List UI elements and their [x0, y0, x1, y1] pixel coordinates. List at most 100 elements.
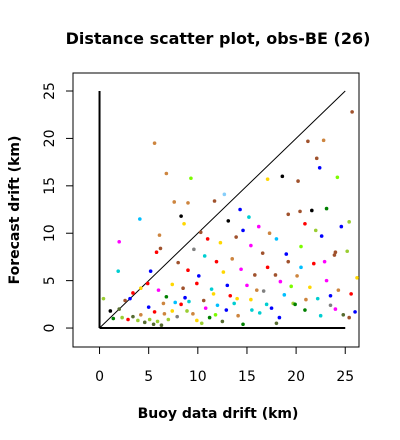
- data-point: [198, 230, 203, 235]
- data-point: [189, 176, 193, 181]
- data-point: [199, 321, 204, 326]
- data-point: [303, 308, 307, 312]
- data-point: [155, 319, 160, 324]
- data-point: [269, 306, 274, 310]
- y-axis-title: Forecast drift (km): [7, 136, 23, 285]
- data-point: [304, 297, 308, 302]
- y-tick-label: 5: [42, 276, 58, 285]
- data-point: [319, 234, 324, 238]
- data-point: [289, 284, 293, 289]
- y-tick-label: 0: [42, 324, 58, 333]
- data-point: [303, 221, 307, 226]
- data-point: [220, 319, 225, 324]
- data-point: [274, 237, 279, 241]
- data-point: [117, 239, 121, 244]
- data-point: [318, 313, 323, 318]
- data-point: [328, 303, 333, 308]
- x-tick-label: 0: [95, 369, 104, 385]
- data-point: [226, 219, 231, 223]
- x-tick-label: 20: [287, 369, 305, 385]
- data-point: [126, 317, 130, 322]
- data-point: [313, 228, 318, 233]
- data-point: [333, 250, 338, 254]
- data-point: [191, 312, 195, 316]
- data-point: [225, 283, 230, 288]
- data-point: [230, 257, 235, 261]
- data-point: [265, 265, 270, 270]
- data-point: [202, 254, 207, 258]
- data-point: [148, 269, 153, 273]
- data-point: [181, 286, 185, 291]
- x-tick-label: 25: [336, 369, 354, 385]
- data-point: [333, 307, 338, 311]
- data-point: [239, 267, 243, 272]
- data-point: [172, 200, 177, 204]
- data-point: [162, 312, 167, 316]
- data-point: [161, 301, 166, 306]
- data-point: [108, 309, 113, 313]
- data-point: [131, 314, 135, 319]
- data-point: [256, 224, 261, 229]
- data-point: [249, 243, 253, 248]
- data-point: [249, 297, 253, 302]
- y-tick-label: 20: [42, 130, 58, 148]
- data-point: [345, 249, 350, 254]
- data-point: [182, 221, 186, 226]
- data-point: [179, 214, 183, 218]
- data-point: [254, 288, 259, 292]
- data-point: [310, 208, 314, 213]
- data-point: [328, 294, 333, 298]
- data-points: [101, 110, 359, 327]
- data-point: [355, 275, 359, 280]
- y-tick-label: 25: [42, 82, 58, 100]
- data-point: [293, 302, 297, 307]
- chart-title: Distance scatter plot, obs-BE (26): [66, 29, 371, 48]
- data-point: [221, 270, 226, 274]
- data-point: [195, 281, 199, 286]
- data-point: [173, 300, 178, 305]
- data-point: [151, 322, 156, 327]
- data-point: [295, 274, 299, 278]
- data-point: [228, 294, 233, 298]
- data-point: [207, 315, 212, 320]
- data-point: [212, 199, 217, 203]
- data-point: [311, 261, 316, 266]
- data-point: [222, 192, 227, 197]
- data-point: [273, 273, 278, 277]
- data-point: [170, 309, 175, 313]
- data-point: [111, 316, 116, 321]
- data-point: [164, 171, 169, 176]
- data-point: [321, 138, 326, 143]
- data-point: [213, 312, 218, 317]
- data-point: [298, 209, 302, 214]
- data-point: [315, 296, 320, 301]
- data-point: [282, 293, 287, 297]
- data-point: [332, 253, 337, 257]
- data-point: [232, 301, 236, 306]
- data-point: [241, 322, 245, 327]
- data-point: [186, 201, 190, 205]
- data-point: [187, 299, 191, 304]
- data-point: [238, 207, 242, 212]
- data-point: [152, 141, 157, 145]
- data-point: [175, 314, 179, 319]
- data-point: [138, 217, 142, 221]
- x-axis: 0 5 10 15 20 25: [95, 347, 354, 385]
- data-point: [284, 252, 289, 256]
- data-point: [336, 288, 341, 292]
- data-point: [317, 166, 322, 170]
- data-point: [139, 286, 143, 291]
- data-point: [264, 302, 269, 307]
- data-point: [120, 315, 124, 320]
- data-point: [147, 317, 152, 322]
- data-point: [139, 312, 143, 317]
- data-point: [241, 228, 245, 233]
- data-point: [339, 224, 344, 229]
- data-point: [201, 298, 206, 303]
- data-point: [267, 231, 272, 236]
- x-axis-title: Buoy data drift (km): [138, 406, 299, 422]
- data-point: [101, 296, 106, 301]
- data-point: [299, 244, 303, 249]
- data-point: [350, 110, 354, 114]
